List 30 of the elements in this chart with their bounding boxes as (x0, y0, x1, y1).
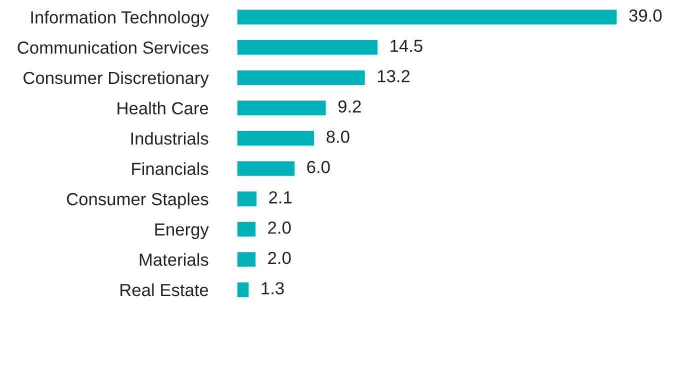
bar (236, 130, 316, 147)
data-label: 8.0 (326, 130, 350, 143)
y-tick-label: Health Care (118, 102, 208, 114)
data-label: 14.5 (390, 40, 422, 52)
data-label: 2.1 (269, 191, 292, 204)
y-tick-label: Energy (155, 224, 209, 240)
y-tick-label: Consumer Discretionary (24, 71, 209, 88)
y-tick-label: Information Technology (31, 10, 209, 27)
data-label: 2.0 (268, 252, 291, 264)
bar (236, 220, 257, 238)
data-label: 2.0 (268, 222, 291, 234)
data-label: 1.3 (262, 282, 284, 294)
bar (236, 99, 328, 117)
bar (236, 250, 257, 268)
bar (236, 38, 379, 56)
y-tick-label: Real Estate (120, 283, 208, 296)
y-tick-label: Industrials (131, 132, 208, 145)
y-tick-label: Materials (140, 253, 208, 266)
bar (236, 160, 296, 178)
data-label: 9.2 (338, 100, 361, 113)
bar (236, 8, 618, 26)
data-label: 39.0 (629, 9, 662, 22)
data-label: 13.2 (378, 70, 410, 82)
y-tick-label: Consumer Staples (66, 192, 208, 209)
data-label: 6.0 (307, 160, 330, 174)
bar (236, 190, 258, 208)
y-tick-label: Communication Services (18, 41, 208, 54)
bar (236, 68, 366, 86)
bar (236, 281, 250, 298)
y-tick-label: Financials (132, 162, 208, 176)
